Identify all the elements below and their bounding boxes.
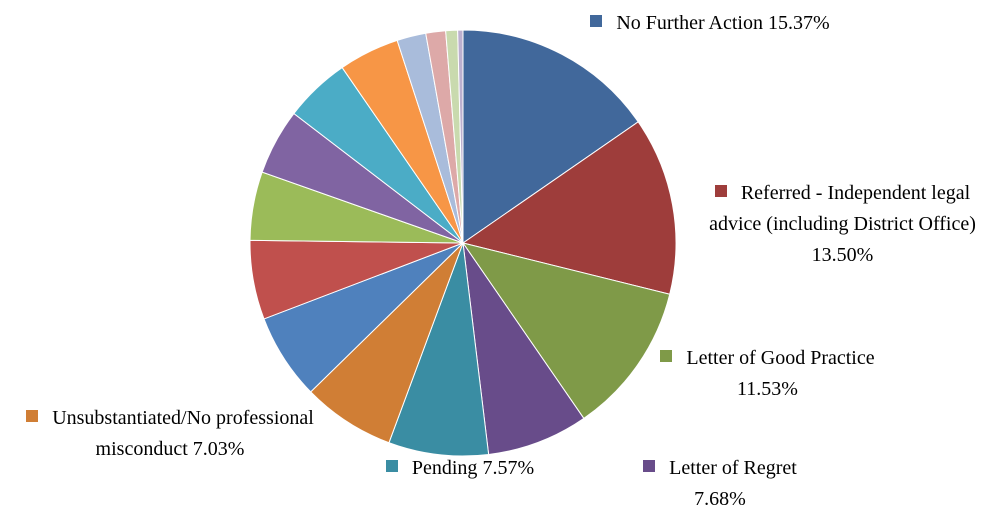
slice-name: Unsubstantiated/No professional miscondu… [52,407,314,460]
legend-marker [590,15,603,27]
legend-marker [385,460,398,472]
legend-marker [714,185,727,197]
slice-name: Referred - Independent legal advice (inc… [709,182,976,235]
slice-value: 7.03% [192,438,245,460]
slice-label: Letter of Good Practice 11.53% [660,343,875,405]
pie-slice [457,29,464,244]
slice-value: 7.57% [482,457,535,479]
slice-label: Unsubstantiated/No professional miscondu… [5,403,335,465]
slice-label: Letter of Regret 7.68% [615,453,825,510]
pie-slice [461,242,671,420]
pie-slice [388,242,490,457]
slice-name: Pending [411,457,478,479]
slice-label: Referred - Independent legal advice (inc… [690,178,995,271]
slice-value: 13.50% [811,244,874,266]
slice-value: 7.68% [694,488,746,510]
slice-value: 15.37% [767,12,830,34]
slice-name: Letter of Regret [669,457,797,479]
pie-slice [462,29,639,244]
slice-label: Pending 7.57% [330,453,590,484]
legend-marker [26,410,39,422]
legend-marker [660,350,673,362]
slice-value: 11.53% [737,378,798,400]
legend-marker [643,460,656,472]
slice-name: No Further Action [616,12,763,34]
pie-slice [461,121,677,295]
slice-label: No Further Action 15.37% [580,8,840,39]
slice-name: Letter of Good Practice [686,347,875,369]
pie-slice [462,242,585,456]
